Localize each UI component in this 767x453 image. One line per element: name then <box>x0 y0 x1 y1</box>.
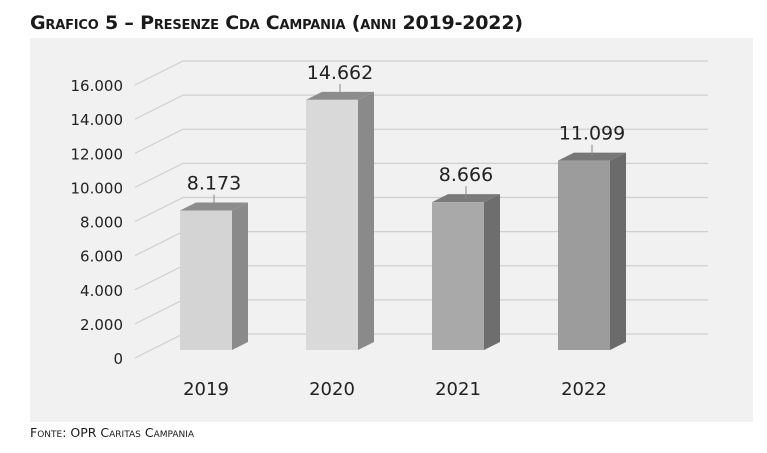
x-tick-label: 2021 <box>435 379 481 400</box>
source-note: Fonte: OPR Caritas Campania <box>30 425 195 440</box>
x-tick-label: 2020 <box>309 379 355 400</box>
y-tick-label: 14.000 <box>71 111 124 129</box>
x-tick-label: 2022 <box>561 379 607 400</box>
bar-side <box>610 152 626 350</box>
gridline <box>134 196 708 223</box>
data-label: 11.099 <box>559 123 625 145</box>
gridline <box>134 94 708 120</box>
bar-side <box>358 91 374 350</box>
y-tick-label: 6.000 <box>80 248 123 266</box>
bar-side <box>232 202 248 350</box>
bar-side <box>484 194 500 350</box>
gridline <box>134 128 708 154</box>
bar <box>432 202 484 350</box>
data-label: 8.173 <box>187 173 241 195</box>
y-tick-label: 0 <box>113 350 123 368</box>
x-tick-label: 2019 <box>183 379 229 400</box>
chart-title: Grafico 5 – Presenze Cda Campania (anni … <box>30 12 523 34</box>
gridline <box>134 60 708 86</box>
bar-top <box>558 152 626 161</box>
y-tick-label: 10.000 <box>71 179 124 197</box>
y-tick-label: 4.000 <box>80 282 123 300</box>
gridline <box>134 162 708 188</box>
y-tick-label: 12.000 <box>71 145 124 163</box>
data-label: 14.662 <box>307 62 373 84</box>
y-tick-label: 2.000 <box>80 316 123 334</box>
y-tick-label: 16.000 <box>71 77 124 95</box>
bar-chart: 0 2.000 4.000 6.000 8.000 10.000 12.000 14.000 1… <box>71 60 708 400</box>
bar <box>558 160 610 350</box>
data-label: 8.666 <box>439 164 493 186</box>
bar <box>180 210 232 350</box>
y-tick-label: 8.000 <box>80 214 123 232</box>
bar <box>306 99 358 350</box>
chart-panel: 0 2.000 4.000 6.000 8.000 10.000 12.000 14.000 1… <box>30 38 753 422</box>
